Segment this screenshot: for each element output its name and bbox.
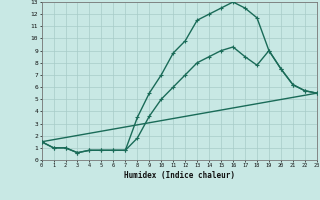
X-axis label: Humidex (Indice chaleur): Humidex (Indice chaleur): [124, 171, 235, 180]
